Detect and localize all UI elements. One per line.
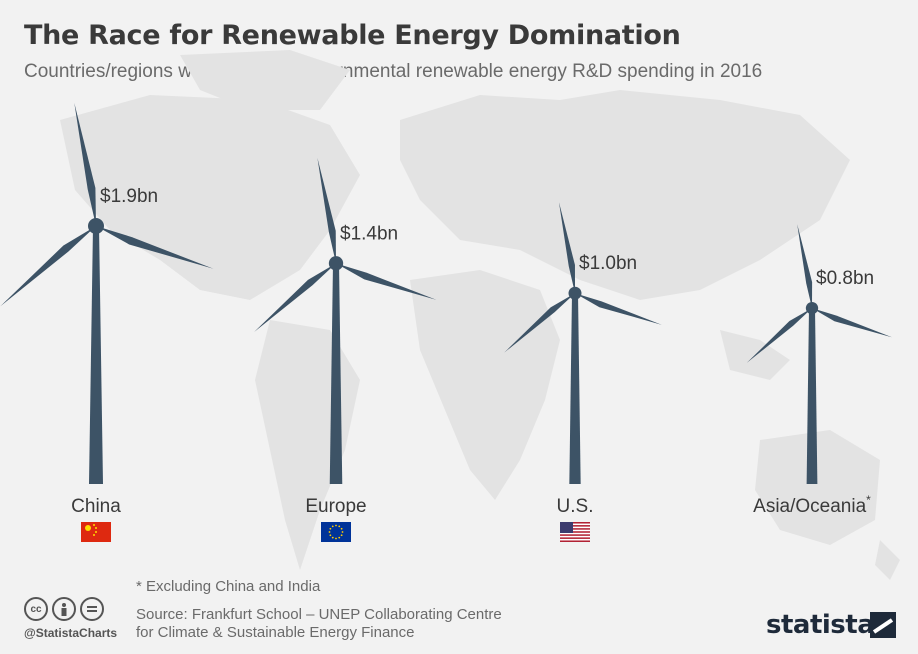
- turbine-tower: [329, 263, 343, 484]
- turbine-blade: [254, 263, 336, 333]
- source-text: Source: Frankfurt School – UNEP Collabor…: [136, 606, 502, 642]
- statista-logo-text[interactable]: statista: [766, 610, 875, 640]
- attribution-icon: [52, 597, 76, 621]
- category-label: U.S.: [557, 496, 594, 517]
- value-label: $1.4bn: [340, 223, 398, 244]
- turbine-blade: [336, 263, 437, 300]
- twitter-handle: @StatistaCharts: [24, 626, 118, 640]
- category-label: Asia/Oceania*: [753, 493, 871, 517]
- value-label: $1.9bn: [100, 186, 158, 207]
- page-title: The Race for Renewable Energy Domination: [24, 20, 681, 51]
- value-label: $1.0bn: [579, 253, 637, 274]
- license-icons: cc: [24, 597, 104, 621]
- source-line-1: Source: Frankfurt School – UNEP Collabor…: [136, 606, 502, 623]
- footnote: * Excluding China and India: [136, 578, 321, 595]
- world-map-background: [60, 50, 900, 580]
- source-line-2: for Climate & Sustainable Energy Finance: [136, 624, 415, 641]
- statista-logo-icon: [870, 612, 896, 638]
- turbine-blade: [317, 158, 336, 264]
- turbine-blade: [74, 102, 96, 226]
- turbine-3: [746, 224, 893, 484]
- turbine-hub: [328, 256, 344, 271]
- china-flag-icon: [81, 522, 111, 542]
- turbine-blade: [96, 226, 214, 269]
- turbine-blade: [746, 308, 812, 363]
- turbine-hub: [568, 286, 582, 300]
- turbine-blade: [504, 293, 575, 353]
- turbine-hub: [88, 218, 104, 234]
- category-label: Europe: [305, 496, 366, 517]
- turbine-blade: [575, 293, 662, 325]
- turbine-blade: [812, 308, 893, 338]
- turbine-tower: [89, 226, 103, 484]
- creative-commons-icon: cc: [24, 597, 48, 621]
- turbine-blade: [0, 226, 96, 307]
- turbine-blade: [558, 202, 575, 294]
- eu-flag-icon: [321, 522, 351, 542]
- turbine-0: [0, 102, 214, 484]
- us-flag-icon: [560, 522, 590, 542]
- turbine-2: [504, 202, 662, 484]
- category-label: China: [71, 496, 121, 517]
- no-derivatives-icon: [80, 597, 104, 621]
- turbine-1: [254, 158, 437, 484]
- turbine-blade: [797, 224, 813, 309]
- value-label: $0.8bn: [816, 268, 874, 289]
- turbine-tower: [806, 308, 818, 484]
- turbine-hub: [805, 302, 819, 315]
- turbine-tower: [569, 293, 581, 484]
